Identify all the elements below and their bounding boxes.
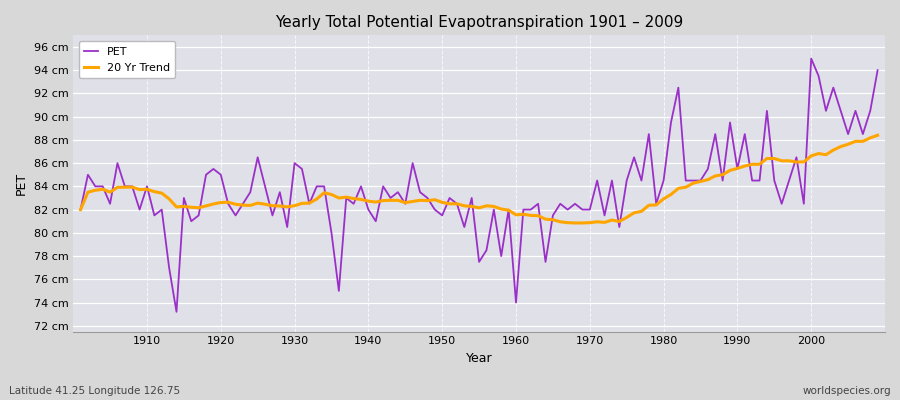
Y-axis label: PET: PET — [15, 172, 28, 195]
Title: Yearly Total Potential Evapotranspiration 1901 – 2009: Yearly Total Potential Evapotranspiratio… — [275, 15, 683, 30]
PET — [134, 207, 145, 212]
PET — [510, 300, 521, 305]
PET — [304, 201, 315, 206]
PET — [518, 207, 529, 212]
Text: worldspecies.org: worldspecies.org — [803, 386, 891, 396]
Legend: PET, 20 Yr Trend: PET, 20 Yr Trend — [78, 41, 176, 78]
20 Yr Trend — [297, 201, 308, 206]
PET — [75, 207, 86, 212]
X-axis label: Year: Year — [466, 352, 492, 365]
20 Yr Trend — [510, 212, 521, 217]
PET — [607, 178, 617, 183]
PET — [348, 201, 359, 206]
20 Yr Trend — [570, 220, 580, 225]
20 Yr Trend — [134, 187, 145, 192]
20 Yr Trend — [341, 195, 352, 200]
PET — [806, 56, 816, 61]
Line: PET: PET — [80, 58, 878, 312]
Text: Latitude 41.25 Longitude 126.75: Latitude 41.25 Longitude 126.75 — [9, 386, 180, 396]
20 Yr Trend — [607, 218, 617, 222]
Line: 20 Yr Trend: 20 Yr Trend — [80, 135, 878, 223]
20 Yr Trend — [503, 208, 514, 212]
PET — [872, 68, 883, 72]
20 Yr Trend — [75, 207, 86, 212]
PET — [171, 310, 182, 314]
20 Yr Trend — [872, 133, 883, 138]
